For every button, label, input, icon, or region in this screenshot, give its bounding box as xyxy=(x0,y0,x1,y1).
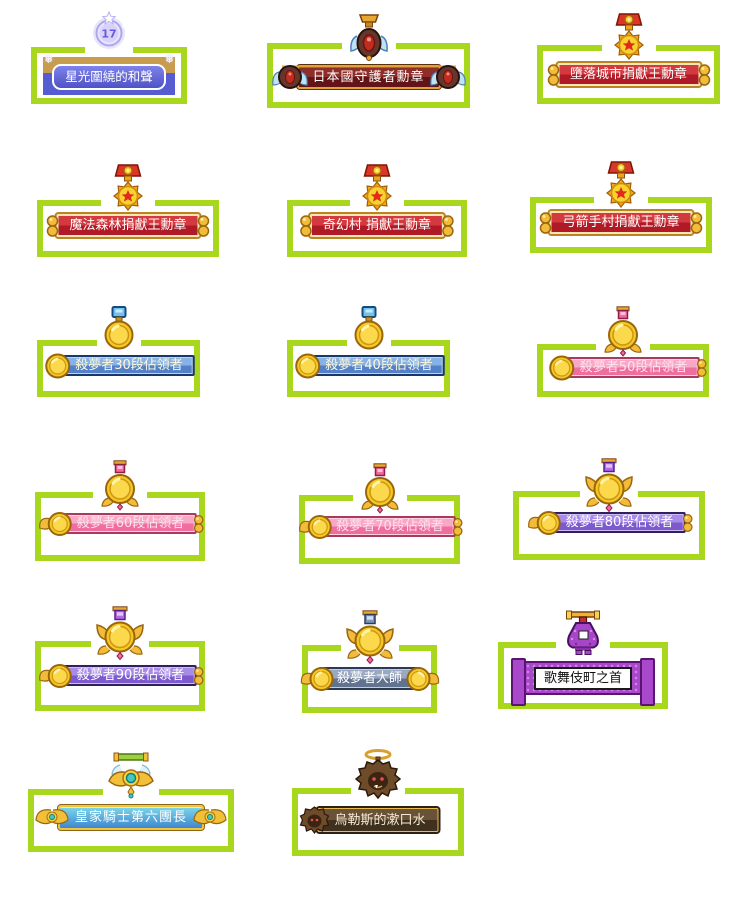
medal-slot-dreamslayer-40[interactable]: 殺夢者40段佔領者 xyxy=(287,340,450,397)
medal-slot-dreamslayer-30[interactable]: 殺夢者30段佔領者 xyxy=(37,340,200,397)
medal-banner[interactable]: 弓箭手村捐獻王勳章 xyxy=(549,209,692,236)
medal-name-label: 殺夢者70段佔領者 xyxy=(336,519,444,534)
medal-name-label: 殺夢者50段佔領者 xyxy=(579,360,688,375)
medal-name-label: 魔法森林捐獻王勳章 xyxy=(69,218,187,233)
medal-slot-fallen-city-donation[interactable]: 墮落城市捐獻王勳章 xyxy=(537,45,720,104)
winged-shield-icon xyxy=(271,61,307,93)
medal-banner[interactable]: 奇幻村 捐獻王勳章 xyxy=(310,212,444,239)
gold-knob-icon xyxy=(547,63,559,87)
medal-slot-starlight-harmony[interactable]: ❅ 星光圍繞的和聲 ❅ xyxy=(31,47,187,104)
medal-slot-royal-knight-6th[interactable]: 皇家騎士第六團長 xyxy=(28,789,234,852)
gold-wing-emblem-icon xyxy=(35,806,69,830)
gold-knob-icon xyxy=(193,514,203,534)
medal-slot-dreamslayer-50[interactable]: 殺夢者50段佔領者 xyxy=(537,344,709,397)
gold-coin-blue-clasp-icon xyxy=(353,305,385,351)
gold-coin-blue-clasp-icon xyxy=(103,305,135,351)
medal-name-label: 殺夢者40段佔領者 xyxy=(325,358,433,373)
winged-gold-coin-icon xyxy=(39,511,73,537)
gold-coin-purple-winged-icon xyxy=(585,458,633,514)
purple-lantern-medal-icon xyxy=(561,610,605,660)
gold-knob-icon xyxy=(46,214,58,238)
medal-slot-dreamslayer-60[interactable]: 殺夢者60段佔領者 xyxy=(35,492,205,561)
gold-coin-pink-ribbon-icon xyxy=(360,463,400,515)
royal-wings-medal-icon xyxy=(106,752,156,802)
gold-star-medal-red-ribbon-icon xyxy=(611,12,647,64)
gold-knob-icon xyxy=(442,214,454,238)
gold-wing-emblem-icon xyxy=(193,806,227,830)
medal-name-label: 皇家騎士第六團長 xyxy=(74,810,188,825)
medal-name-label: 弓箭手村捐獻王勳章 xyxy=(562,215,680,230)
gold-knob-icon xyxy=(198,214,210,238)
medal-name-label: 奇幻村 捐獻王勳章 xyxy=(322,218,432,233)
medal-banner[interactable]: 墮落城市捐獻王勳章 xyxy=(557,61,700,88)
medal-name-label: 墮落城市捐獻王勳章 xyxy=(569,67,688,82)
medal-banner[interactable]: 殺夢者70段佔領者 xyxy=(317,516,456,537)
medal-banner[interactable]: 殺夢者90段佔領者 xyxy=(58,665,197,686)
gold-coin-icon xyxy=(549,355,575,381)
winged-shield-icon xyxy=(430,61,466,93)
frame-gap xyxy=(85,47,133,53)
gold-coin-icon xyxy=(44,353,70,379)
gold-knob-icon xyxy=(691,211,703,235)
monster-head-icon xyxy=(299,806,329,834)
medal-slot-archer-village-donation[interactable]: 弓箭手村捐獻王勳章 xyxy=(530,197,712,253)
medal-name-label: 日本國守護者勳章 xyxy=(312,69,425,85)
medal-banner[interactable]: ❅ 星光圍繞的和聲 ❅ xyxy=(43,53,175,95)
winged-gold-coin-icon xyxy=(528,510,562,536)
medal-name-label: 星光圍繞的和聲 xyxy=(65,68,153,84)
medal-slot-uhles-mouthwash[interactable]: 烏勒斯的漱口水 xyxy=(292,788,464,856)
medal-slot-dreamslayer-70[interactable]: 殺夢者70段佔領者 xyxy=(299,495,460,564)
medal-banner[interactable]: 殺夢者大師 xyxy=(319,667,420,690)
medal-banner[interactable]: 殺夢者30段佔領者 xyxy=(56,355,195,376)
gold-knob-icon xyxy=(453,517,463,537)
medal-name-label: 殺夢者大師 xyxy=(336,671,403,686)
gold-coin-master-wings-icon xyxy=(346,610,394,666)
gold-star-medal-red-ribbon-icon xyxy=(603,160,639,212)
medal-name-label: 殺夢者80段佔領者 xyxy=(565,515,674,530)
medal-slot-dreamslayer-80[interactable]: 殺夢者80段佔領者 xyxy=(513,491,705,560)
gold-knob-icon xyxy=(696,358,706,378)
medal-slot-magic-forest-donation[interactable]: 魔法森林捐獻王勳章 xyxy=(37,200,219,257)
gold-coin-purple-winged-icon xyxy=(96,606,144,662)
gold-knob-icon xyxy=(300,214,312,238)
snowflake-icon: ❅ xyxy=(44,53,54,66)
level-17-bubble-icon xyxy=(87,10,131,50)
medal-slot-dreamslayer-90[interactable]: 殺夢者90段佔領者 xyxy=(35,641,205,711)
winged-gold-coin-icon xyxy=(300,666,334,692)
winged-gold-coin-icon xyxy=(405,666,439,692)
gold-knob-icon xyxy=(698,63,710,87)
gold-coin-pink-ribbon-icon xyxy=(100,460,140,512)
gold-knob-icon xyxy=(682,513,692,533)
medal-banner[interactable]: 殺夢者60段佔領者 xyxy=(58,513,197,534)
winged-guardian-medal-icon xyxy=(349,12,389,64)
monster-head-medal-icon xyxy=(355,748,401,806)
medal-name-label: 歌舞伎町之首 xyxy=(543,670,623,686)
medal-banner[interactable]: 殺夢者40段佔領者 xyxy=(306,355,445,376)
medal-banner[interactable]: 皇家騎士第六團長 xyxy=(58,804,204,831)
medal-banner[interactable]: 殺夢者80段佔領者 xyxy=(547,512,686,533)
gold-coin-pink-ribbon-icon xyxy=(603,306,643,358)
gold-coin-icon xyxy=(294,353,320,379)
medal-banner[interactable]: 歌舞伎町之首 xyxy=(510,658,656,706)
gold-star-medal-red-ribbon-icon xyxy=(359,163,395,215)
medal-slot-kabukicho-boss[interactable]: 歌舞伎町之首 xyxy=(498,642,668,709)
gold-knob-icon xyxy=(193,666,203,686)
gold-star-medal-red-ribbon-icon xyxy=(110,163,146,215)
winged-gold-coin-icon xyxy=(39,663,73,689)
medal-name-label: 殺夢者60段佔領者 xyxy=(76,516,185,531)
medal-name-label: 烏勒斯的漱口水 xyxy=(334,812,426,828)
medal-name-label: 殺夢者90段佔領者 xyxy=(76,668,185,683)
medal-slot-fantasy-village-donation[interactable]: 奇幻村 捐獻王勳章 xyxy=(287,200,467,257)
winged-gold-coin-icon xyxy=(298,514,332,540)
medal-slot-japan-guardian[interactable]: 日本國守護者勳章 xyxy=(267,43,470,108)
medal-banner[interactable]: 魔法森林捐獻王勳章 xyxy=(56,212,199,239)
snowflake-icon: ❅ xyxy=(164,53,174,66)
medal-banner[interactable]: 日本國守護者勳章 xyxy=(296,64,440,90)
medal-banner[interactable]: 烏勒斯的漱口水 xyxy=(317,806,441,834)
medal-slot-dreamslayer-master[interactable]: 殺夢者大師 xyxy=(302,645,437,713)
gold-knob-icon xyxy=(539,211,551,235)
medal-name-label: 殺夢者30段佔領者 xyxy=(75,358,183,373)
medal-banner[interactable]: 殺夢者50段佔領者 xyxy=(561,357,700,378)
